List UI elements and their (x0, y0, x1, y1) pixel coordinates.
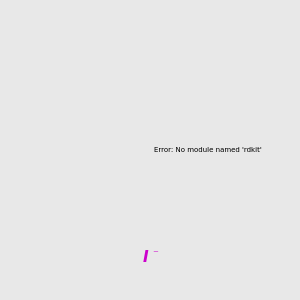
Text: ⁻: ⁻ (152, 249, 158, 259)
Text: I: I (142, 250, 148, 266)
Text: Error: No module named 'rdkit': Error: No module named 'rdkit' (154, 146, 262, 152)
